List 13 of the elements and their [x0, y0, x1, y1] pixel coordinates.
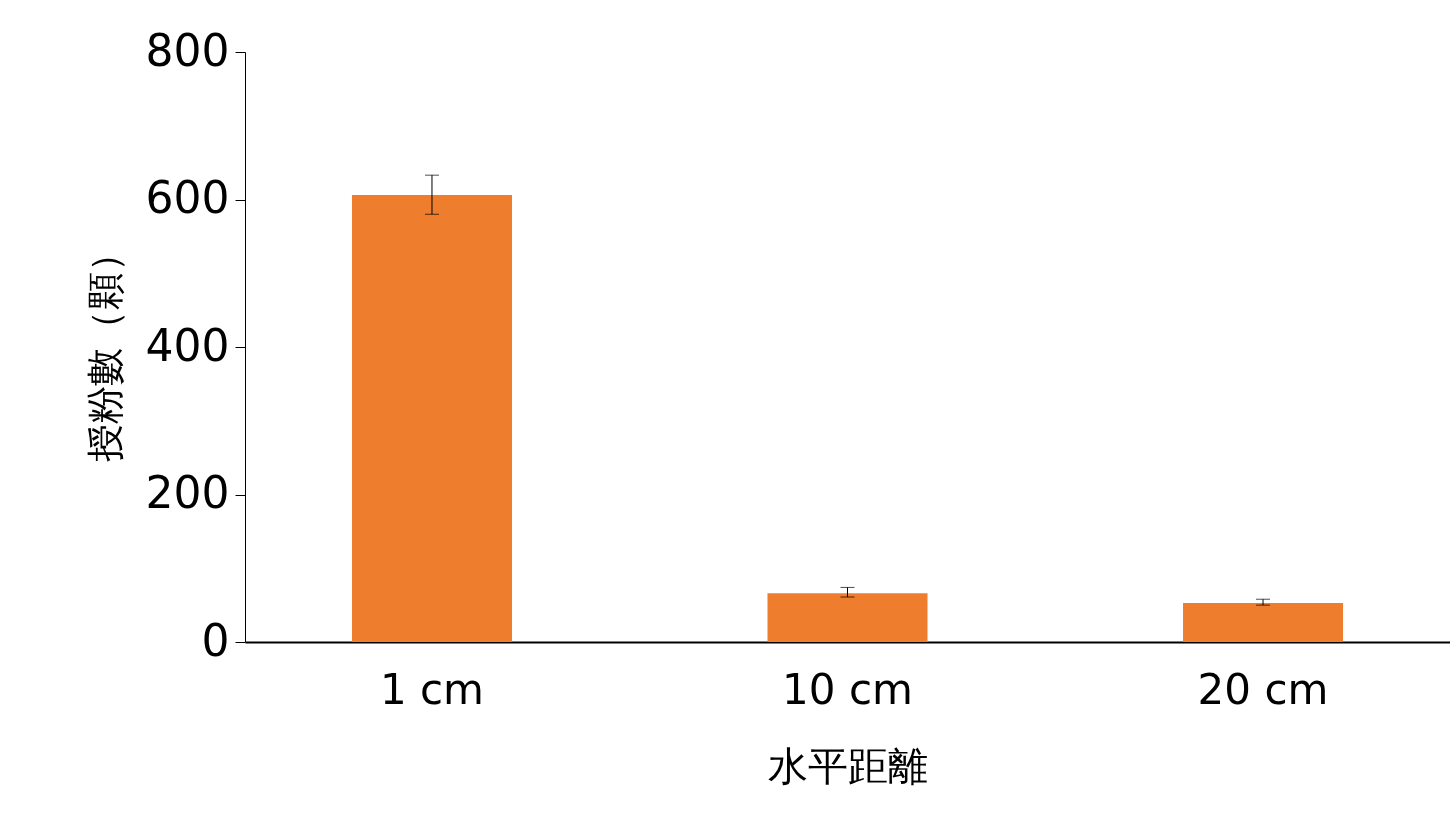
y-axis-title: 授粉數（顆）: [82, 233, 127, 462]
x-axis-title: 水平距離: [768, 742, 928, 789]
x-tick-label: 1 cm: [379, 664, 485, 714]
y-tick-label: 200: [145, 467, 230, 518]
x-tick-label: 10 cm: [782, 664, 913, 714]
y-tick-label: 600: [145, 172, 230, 223]
y-tick-label: 400: [145, 319, 230, 371]
bar: [1183, 602, 1344, 642]
bar: [767, 593, 928, 642]
y-tick-label: 800: [145, 24, 230, 76]
y-tick-label: 0: [201, 614, 230, 666]
x-tick-label: 20 cm: [1197, 664, 1329, 714]
bar: [351, 195, 512, 642]
